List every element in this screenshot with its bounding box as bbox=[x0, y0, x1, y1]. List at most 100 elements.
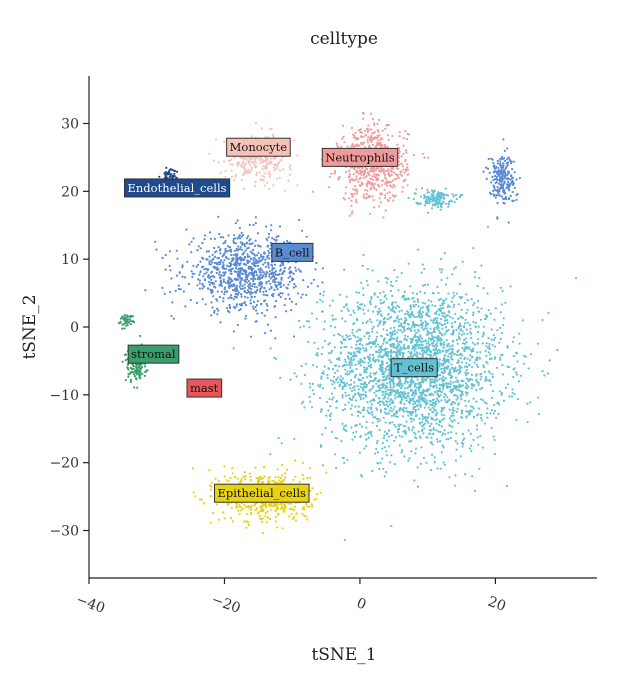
data-point bbox=[291, 279, 294, 282]
data-point bbox=[398, 148, 401, 151]
data-point bbox=[335, 378, 338, 381]
data-point bbox=[443, 463, 446, 466]
data-point bbox=[300, 296, 303, 299]
data-point bbox=[379, 310, 382, 313]
cluster-points-endothelial-cells bbox=[158, 166, 179, 185]
data-point bbox=[417, 337, 420, 340]
data-point bbox=[433, 336, 437, 339]
data-point bbox=[411, 314, 415, 317]
data-point bbox=[273, 158, 276, 161]
data-point bbox=[436, 390, 439, 393]
data-point bbox=[251, 305, 254, 308]
data-point bbox=[373, 186, 376, 189]
data-point bbox=[376, 324, 380, 327]
data-point bbox=[458, 354, 461, 357]
data-point bbox=[475, 400, 478, 403]
data-point bbox=[282, 271, 285, 274]
data-point bbox=[386, 353, 389, 356]
data-point bbox=[136, 368, 139, 372]
data-point bbox=[362, 287, 365, 290]
data-point bbox=[210, 278, 213, 281]
data-point bbox=[138, 367, 141, 370]
data-point bbox=[154, 240, 157, 243]
data-point bbox=[398, 444, 401, 447]
data-point bbox=[479, 434, 482, 437]
data-point bbox=[267, 323, 270, 326]
data-point bbox=[224, 247, 227, 250]
data-point bbox=[359, 358, 362, 361]
data-point bbox=[456, 379, 459, 382]
data-point bbox=[467, 380, 470, 383]
data-point bbox=[419, 405, 422, 408]
data-point bbox=[367, 171, 370, 174]
data-point bbox=[453, 409, 456, 412]
data-point bbox=[243, 283, 246, 286]
data-point bbox=[397, 160, 400, 163]
data-point bbox=[398, 380, 401, 383]
data-point bbox=[415, 351, 418, 354]
data-point bbox=[427, 406, 430, 409]
data-point bbox=[232, 347, 235, 350]
data-point bbox=[509, 285, 512, 288]
data-point bbox=[359, 385, 362, 388]
data-point bbox=[396, 348, 399, 351]
data-point bbox=[382, 290, 385, 293]
data-point bbox=[426, 377, 429, 380]
data-point bbox=[344, 368, 347, 371]
data-point bbox=[357, 362, 360, 365]
data-point bbox=[460, 333, 463, 336]
data-point bbox=[319, 445, 322, 448]
data-point bbox=[440, 384, 443, 387]
data-point bbox=[237, 509, 240, 512]
data-point bbox=[260, 302, 263, 305]
data-point bbox=[384, 321, 387, 324]
data-point bbox=[443, 369, 446, 372]
data-point bbox=[403, 325, 406, 328]
data-point bbox=[499, 326, 502, 329]
data-point bbox=[230, 506, 233, 509]
data-point bbox=[239, 241, 242, 244]
data-point bbox=[454, 474, 457, 477]
data-point bbox=[443, 315, 446, 318]
data-point bbox=[354, 185, 357, 188]
data-point bbox=[379, 302, 382, 305]
data-point bbox=[230, 263, 233, 266]
data-point bbox=[239, 283, 242, 286]
data-point bbox=[161, 256, 164, 259]
data-point bbox=[355, 399, 358, 402]
data-point bbox=[357, 391, 360, 394]
data-point bbox=[512, 354, 515, 358]
data-point bbox=[190, 270, 193, 273]
data-point bbox=[460, 361, 463, 364]
data-point bbox=[219, 277, 222, 280]
data-point bbox=[278, 269, 282, 272]
data-point bbox=[415, 413, 418, 416]
data-point bbox=[270, 224, 273, 227]
data-point bbox=[381, 368, 384, 371]
data-point bbox=[350, 204, 353, 207]
data-point bbox=[225, 256, 228, 260]
data-point bbox=[206, 275, 209, 278]
data-point bbox=[361, 425, 364, 428]
data-point bbox=[450, 322, 454, 325]
data-point bbox=[433, 461, 436, 464]
data-point bbox=[485, 354, 488, 357]
data-point bbox=[328, 304, 331, 307]
data-point bbox=[404, 425, 407, 428]
data-point bbox=[175, 176, 178, 179]
data-point bbox=[392, 166, 395, 169]
data-point bbox=[348, 176, 351, 179]
data-point bbox=[369, 400, 372, 403]
data-point bbox=[267, 266, 270, 269]
data-point bbox=[449, 356, 452, 359]
data-point bbox=[439, 394, 442, 397]
data-point bbox=[406, 310, 409, 313]
data-point bbox=[307, 340, 310, 343]
data-point bbox=[423, 267, 426, 271]
data-point bbox=[457, 317, 460, 320]
data-point bbox=[447, 437, 450, 440]
data-point bbox=[344, 360, 347, 363]
data-point bbox=[256, 232, 260, 235]
data-point bbox=[342, 337, 345, 341]
data-point bbox=[490, 357, 493, 360]
